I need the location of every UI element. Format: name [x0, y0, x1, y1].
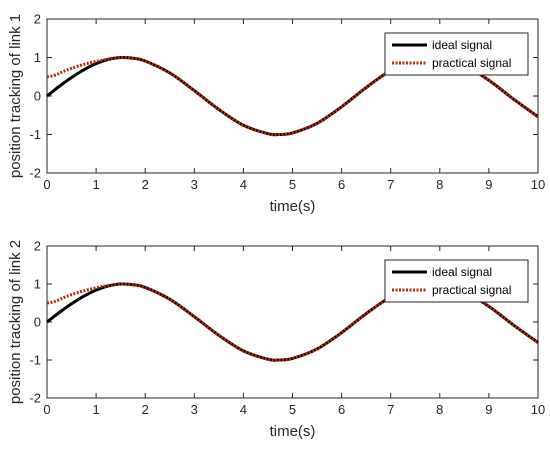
y-tick-label: 0: [34, 315, 41, 330]
legend-label: ideal signal: [432, 38, 492, 52]
y-axis-label: position tracking of link 1: [7, 14, 24, 178]
x-tick-label: 5: [289, 177, 296, 192]
legend-label: practical signal: [432, 56, 511, 70]
legend-label: practical signal: [432, 283, 511, 297]
y-tick-label: 0: [34, 89, 41, 104]
x-tick-label: 9: [485, 177, 492, 192]
x-tick-label: 3: [191, 177, 198, 192]
series-line-practical: [46, 55, 539, 137]
y-tick-label: 2: [34, 239, 41, 254]
x-tick-label: 10: [531, 177, 545, 192]
x-tick-label: 1: [92, 177, 99, 192]
x-tick-label: 4: [240, 402, 247, 417]
x-tick-label: 2: [142, 402, 149, 417]
x-tick-label: 4: [240, 177, 247, 192]
x-tick-label: 3: [191, 402, 198, 417]
legend-box: [384, 32, 529, 76]
legend: ideal signal practical signal: [384, 259, 529, 303]
legend: ideal signal practical signal: [384, 32, 529, 76]
x-tick-label: 6: [338, 402, 345, 417]
legend-label: ideal signal: [432, 265, 492, 279]
x-tick-label: 2: [142, 177, 149, 192]
x-tick-label: 1: [92, 402, 99, 417]
x-tick-label: 6: [338, 177, 345, 192]
x-tick-label: 10: [531, 402, 545, 417]
x-axis-label: time(s): [270, 198, 316, 215]
y-tick-label: 1: [34, 277, 41, 292]
x-tick-label: 8: [436, 402, 443, 417]
x-tick-label: 0: [43, 177, 50, 192]
x-tick-label: 0: [43, 402, 50, 417]
y-axis-label: position tracking of link 2: [7, 240, 24, 404]
x-axis-label: time(s): [270, 423, 316, 440]
y-tick-label: 2: [34, 12, 41, 27]
x-tick-label: 7: [387, 402, 394, 417]
legend-box: [384, 259, 529, 303]
x-tick-label: 8: [436, 177, 443, 192]
y-tick-label: -2: [29, 391, 41, 406]
y-tick-label: -1: [29, 127, 41, 142]
y-tick-label: 1: [34, 50, 41, 65]
x-tick-label: 7: [387, 177, 394, 192]
x-tick-label: 5: [289, 402, 296, 417]
y-tick-label: -2: [29, 166, 41, 181]
y-tick-label: -1: [29, 353, 41, 368]
x-tick-label: 9: [485, 402, 492, 417]
